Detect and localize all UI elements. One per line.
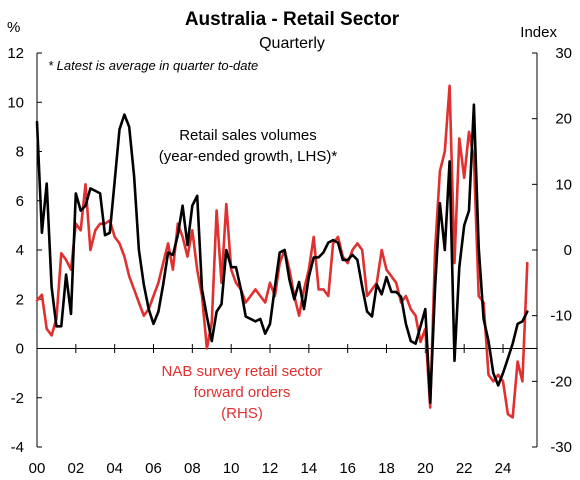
nab-forward-orders-line (35, 84, 529, 419)
left-tick-label: 6 (16, 193, 24, 210)
chart-note: * Latest is average in quarter to-date (48, 58, 258, 73)
x-tick-label: 14 (301, 460, 318, 477)
volumes-label-line-2: (year-ended growth, LHS)* (159, 148, 338, 165)
x-tick-label: 16 (339, 460, 356, 477)
x-tick-label: 06 (145, 460, 162, 477)
left-tick-label: -2 (11, 390, 24, 407)
x-tick-label: 00 (29, 460, 46, 477)
x-tick-label: 04 (106, 460, 123, 477)
right-tick-label: -10 (550, 308, 572, 325)
volumes-label-line-1: Retail sales volumes (179, 127, 317, 144)
x-tick-label: 10 (223, 460, 240, 477)
left-tick-label: 0 (16, 341, 24, 358)
left-tick-label: 4 (16, 242, 24, 259)
left-tick-label: -4 (11, 439, 24, 456)
left-tick-label: 8 (16, 144, 24, 161)
x-tick-label: 18 (378, 460, 395, 477)
x-tick-label: 08 (184, 460, 201, 477)
x-tick-label: 02 (67, 460, 84, 477)
right-tick-label: -20 (550, 373, 572, 390)
x-tick-label: 20 (417, 460, 434, 477)
chart-subtitle: Quarterly (259, 35, 325, 52)
retail-volumes-line (35, 103, 529, 405)
right-tick-label: 0 (564, 242, 572, 259)
orders-label-line-2: forward orders (194, 384, 291, 401)
left-tick-label: 2 (16, 291, 24, 308)
orders-label-line-3: (RHS) (221, 405, 263, 422)
left-axis-unit: % (7, 19, 20, 36)
right-tick-label: 30 (555, 45, 572, 62)
right-tick-label: 20 (555, 111, 572, 128)
x-tick-label: 24 (495, 460, 512, 477)
left-tick-label: 10 (7, 94, 24, 111)
chart-title: Australia - Retail Sector (185, 9, 400, 30)
x-tick-label: 12 (262, 460, 279, 477)
x-tick-label: 22 (456, 460, 473, 477)
orders-label-line-1: NAB survey retail sector (162, 363, 323, 380)
right-tick-label: -30 (550, 439, 572, 456)
right-tick-label: 10 (555, 176, 572, 193)
right-axis-unit: Index (520, 24, 557, 41)
left-tick-label: 12 (7, 45, 24, 62)
